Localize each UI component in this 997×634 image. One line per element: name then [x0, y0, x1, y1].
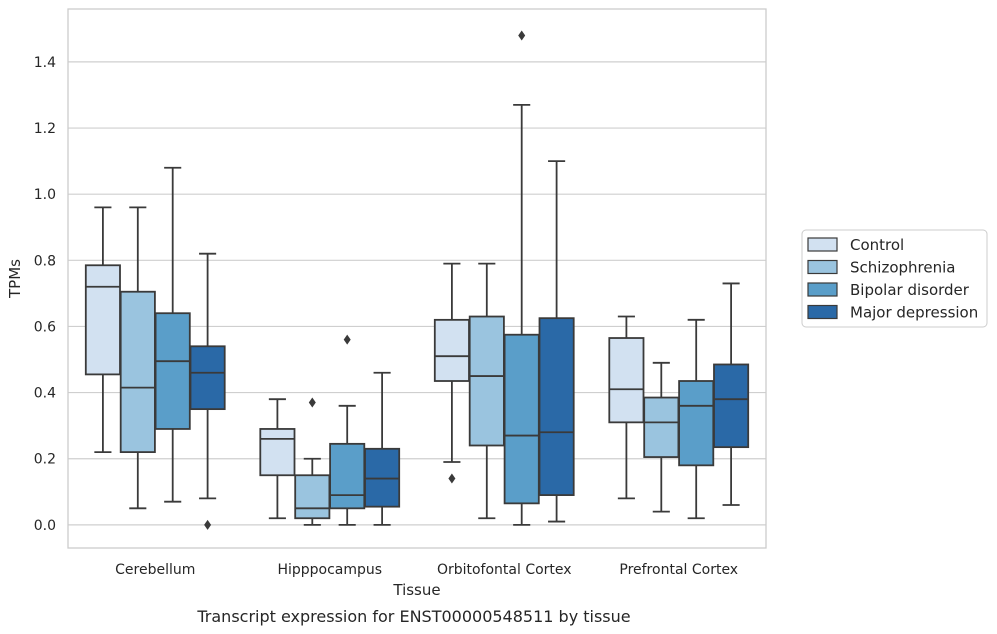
box [503, 333, 540, 505]
legend: Control Schizophrenia Bipolar disorder Majo… [801, 229, 988, 328]
y-tick-label: 0.8 [34, 253, 56, 269]
y-tick-label: 1.2 [34, 121, 56, 137]
y-tick-label: 0.6 [34, 319, 56, 335]
y-tick-label: 0.4 [34, 386, 56, 402]
legend-label: Major depression [850, 304, 978, 322]
box-plot-series [84, 30, 750, 530]
box-3-3 [713, 282, 750, 506]
box-3-1 [643, 361, 680, 513]
box [538, 317, 575, 496]
legend-swatch [807, 282, 838, 297]
outlier-point [204, 519, 212, 530]
x-axis-label: Tissue [392, 581, 440, 599]
box-1-1 [294, 397, 331, 526]
outlier-point [343, 334, 351, 345]
legend-label: Control [850, 236, 904, 254]
box [643, 396, 680, 458]
y-tick-label: 0.0 [34, 518, 56, 534]
box-2-3 [538, 160, 575, 523]
box [84, 264, 121, 376]
y-tick-label: 1.4 [34, 55, 56, 71]
plot-frame [67, 8, 767, 549]
box-2-2 [503, 30, 540, 526]
legend-frame [801, 229, 988, 328]
box [294, 474, 331, 520]
box [433, 318, 470, 382]
outlier-point [518, 30, 526, 41]
legend-label: Bipolar disorder [850, 281, 970, 299]
box [329, 442, 366, 510]
outlier-point [308, 397, 316, 408]
box-0-1 [119, 206, 156, 510]
box [189, 345, 226, 411]
box-2-0 [433, 262, 470, 484]
outlier-point [448, 473, 456, 484]
box [608, 337, 645, 424]
x-tick-labels: Cerebellum Hipppocampus Orbitofontal Corte… [115, 562, 738, 578]
box-0-0 [84, 206, 121, 454]
x-tick-label: Orbitofontal Cortex [437, 562, 572, 578]
box-1-0 [259, 398, 296, 520]
y-tick-label: 1.0 [34, 187, 56, 203]
legend-swatch [807, 259, 838, 275]
legend-label: Schizophrenia [850, 259, 955, 277]
box [468, 315, 505, 447]
box-1-3 [364, 371, 401, 526]
box-3-0 [608, 315, 645, 500]
y-tick-labels: 0.0 0.2 0.4 0.6 0.8 1.0 1.2 1.4 [34, 55, 56, 534]
box-3-2 [678, 318, 715, 520]
legend-swatch [807, 237, 838, 252]
y-axis-label: TPMs [6, 259, 24, 299]
box [119, 290, 156, 454]
legend-swatch [807, 304, 838, 320]
box-0-3 [189, 252, 226, 530]
box-0-2 [154, 166, 191, 503]
box [259, 428, 296, 477]
chart-caption: Transcript expression for ENST0000054851… [196, 607, 630, 626]
x-tick-label: Prefrontal Cortex [619, 562, 738, 578]
x-tick-label: Cerebellum [115, 562, 195, 578]
box [154, 312, 191, 430]
y-tick-label: 0.2 [34, 452, 56, 468]
box-2-1 [468, 262, 505, 520]
box [713, 363, 750, 449]
x-tick-label: Hipppocampus [277, 562, 382, 578]
box [678, 380, 715, 467]
box-1-2 [329, 334, 366, 526]
